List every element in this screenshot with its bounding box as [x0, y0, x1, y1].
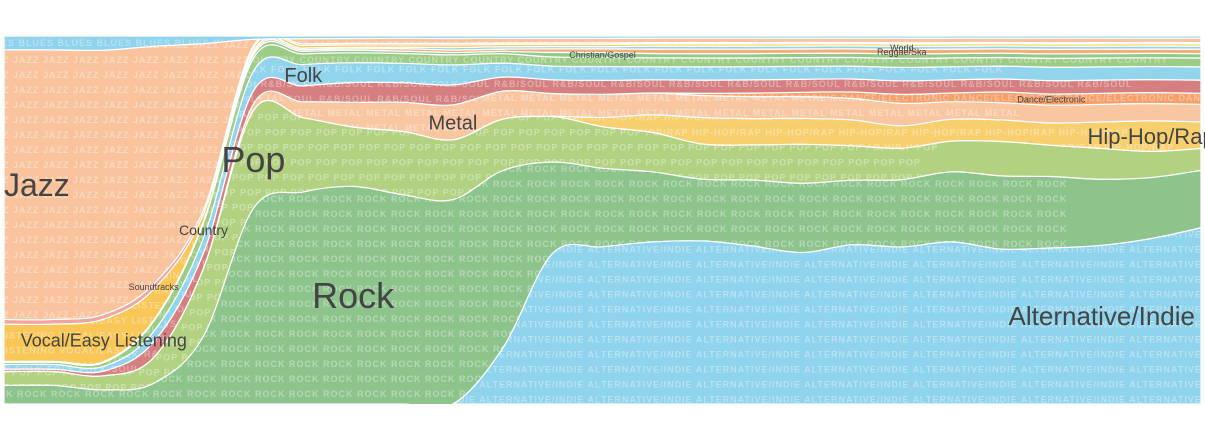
- stream-pattern-text: FOLK FOLK FOLK FOLK FOLK FOLK FOLK FOLK …: [0, 65, 1003, 75]
- stream-pattern-text: ALTERNATIVE/INDIE ALTERNATIVE/INDIE ALTE…: [0, 290, 1205, 300]
- stream-pattern-text: ROCK ROCK ROCK ROCK ROCK ROCK ROCK ROCK …: [0, 254, 1067, 264]
- stream-pattern-text: ROCK ROCK ROCK ROCK ROCK ROCK ROCK ROCK …: [0, 224, 1067, 234]
- stream-pattern-text: R&B/SOUL R&B/SOUL R&B/SOUL R&B/SOUL R&B/…: [0, 79, 1132, 89]
- stream-pattern-text: POP POP POP POP POP POP POP POP POP POP …: [4, 142, 938, 152]
- label-reggae-ska: Reggae/Ska: [877, 47, 927, 57]
- stream-pattern-text: ROCK ROCK ROCK ROCK ROCK ROCK ROCK ROCK …: [0, 164, 1067, 174]
- label-hip-hop-rap: Hip-Hop/Rap: [1088, 124, 1205, 149]
- stream-pattern-text: ROCK ROCK ROCK ROCK ROCK ROCK ROCK ROCK …: [0, 269, 1067, 279]
- label-christian-gospel: Christian/Gospel: [569, 50, 636, 60]
- stream-pattern-text: ALTERNATIVE/INDIE ALTERNATIVE/INDIE ALTE…: [0, 260, 1205, 270]
- stream-pattern-text: ALTERNATIVE/INDIE ALTERNATIVE/INDIE ALTE…: [0, 350, 1205, 360]
- label-country: Country: [179, 222, 228, 238]
- label-vocal-easy-listening: Vocal/Easy Listening: [21, 331, 187, 351]
- stream-pattern-text: METAL METAL METAL METAL METAL METAL META…: [0, 93, 1020, 103]
- stream-pattern-alternative-indie: ALTERNATIVE/INDIE ALTERNATIVE/INDIE ALTE…: [0, 230, 1205, 405]
- label-world: World: [890, 43, 913, 53]
- stream-pattern-text: POP POP POP POP POP POP POP POP POP POP …: [0, 157, 921, 167]
- stream-labels: Alternative/Indie Rock Pop Hip-Hop/Rap Metal…: [4, 43, 1205, 351]
- stream-pattern-text: ALTERNATIVE/INDIE ALTERNATIVE/INDIE ALTE…: [0, 320, 1205, 330]
- stream-pattern-text: ALTERNATIVE/INDIE ALTERNATIVE/INDIE ALTE…: [0, 395, 1205, 405]
- label-rock: Rock: [312, 275, 395, 316]
- stream-pattern-text: POP POP POP POP POP POP POP POP POP POP …: [4, 172, 938, 182]
- stream-pattern-text: ROCK ROCK ROCK ROCK ROCK ROCK ROCK ROCK …: [0, 179, 1067, 189]
- label-jazz: Jazz: [4, 167, 70, 203]
- label-dance-electronic: Dance/Electronic: [1017, 95, 1086, 105]
- stream-pattern-text: POP POP POP POP POP POP POP POP POP POP …: [0, 187, 921, 197]
- stream-pattern-text: ROCK ROCK ROCK ROCK ROCK ROCK ROCK ROCK …: [0, 194, 1067, 204]
- label-metal: Metal: [428, 112, 477, 134]
- stream-pattern-text: COUNTRY COUNTRY COUNTRY COUNTRY COUNTRY …: [0, 55, 1168, 65]
- label-soundtracks: Soundtracks: [129, 282, 180, 292]
- label-folk: Folk: [284, 65, 323, 87]
- stream-pattern-text: ALTERNATIVE/INDIE ALTERNATIVE/INDIE ALTE…: [0, 335, 1205, 345]
- stream-pattern-text: ROCK ROCK ROCK ROCK ROCK ROCK ROCK ROCK …: [0, 209, 1067, 219]
- stream-pattern-text: ALTERNATIVE/INDIE ALTERNATIVE/INDIE ALTE…: [0, 245, 1205, 255]
- label-alternative-indie: Alternative/Indie: [1009, 301, 1195, 331]
- stream-alternative-indie: ALTERNATIVE/INDIE ALTERNATIVE/INDIE ALTE…: [0, 227, 1205, 405]
- stream-pattern-text: ALTERNATIVE/INDIE ALTERNATIVE/INDIE ALTE…: [0, 305, 1205, 315]
- label-pop: Pop: [221, 139, 285, 180]
- stream-pattern-text: METAL METAL METAL METAL METAL METAL META…: [0, 108, 1020, 118]
- stream-layers: ALTERNATIVE/INDIE ALTERNATIVE/INDIE ALTE…: [0, 36, 1205, 414]
- stream-area-blues[interactable]: [4, 36, 1201, 52]
- stream-pattern-text: ALTERNATIVE/INDIE ALTERNATIVE/INDIE ALTE…: [0, 275, 1205, 285]
- stream-pattern-text: ROCK ROCK ROCK ROCK ROCK ROCK ROCK ROCK …: [0, 239, 1067, 249]
- stream-pattern-text: ALTERNATIVE/INDIE ALTERNATIVE/INDIE ALTE…: [0, 380, 1205, 390]
- stream-pattern-text: ROCK ROCK ROCK ROCK ROCK ROCK ROCK ROCK …: [0, 404, 1067, 414]
- stream-pattern-text: ALTERNATIVE/INDIE ALTERNATIVE/INDIE ALTE…: [0, 365, 1205, 375]
